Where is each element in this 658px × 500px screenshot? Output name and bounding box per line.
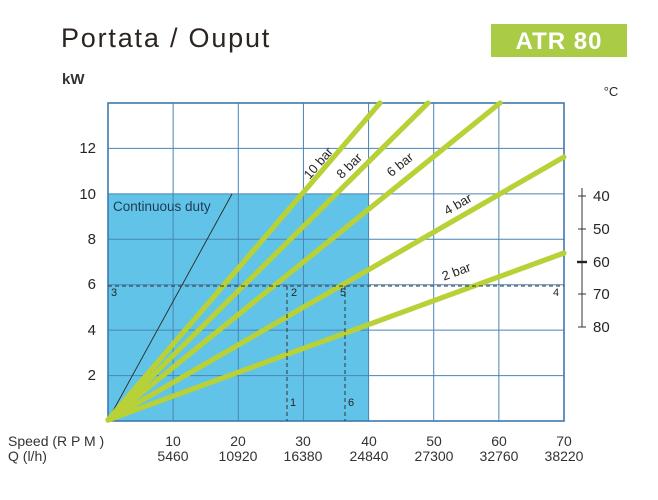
svg-text:24840: 24840: [350, 448, 389, 464]
svg-text:1: 1: [290, 397, 296, 409]
svg-text:ATR 80: ATR 80: [516, 28, 603, 55]
svg-text:50: 50: [593, 221, 610, 238]
svg-text:30: 30: [295, 433, 311, 449]
svg-text:40: 40: [593, 188, 610, 205]
svg-text:38220: 38220: [545, 448, 584, 464]
svg-text:°C: °C: [604, 84, 619, 99]
svg-text:80: 80: [593, 319, 610, 336]
svg-text:16380: 16380: [284, 448, 323, 464]
svg-text:Q (l/h): Q (l/h): [8, 448, 47, 464]
svg-text:5: 5: [340, 287, 346, 299]
svg-text:8: 8: [88, 231, 96, 248]
svg-text:kW: kW: [62, 71, 85, 88]
svg-text:5460: 5460: [157, 448, 188, 464]
svg-text:Portata / Ouput: Portata / Ouput: [61, 23, 271, 53]
svg-text:2: 2: [291, 287, 297, 299]
svg-text:50: 50: [426, 433, 442, 449]
svg-text:Continuous duty: Continuous duty: [113, 199, 211, 214]
svg-text:6: 6: [348, 397, 354, 409]
svg-text:40: 40: [361, 433, 377, 449]
svg-text:4: 4: [553, 287, 559, 299]
svg-text:10: 10: [165, 433, 181, 449]
svg-text:20: 20: [230, 433, 246, 449]
svg-text:10: 10: [79, 186, 96, 203]
svg-text:60: 60: [491, 433, 507, 449]
svg-text:6: 6: [88, 276, 96, 293]
svg-text:Speed (R P M ): Speed (R P M ): [8, 433, 104, 449]
svg-text:12: 12: [79, 140, 96, 157]
svg-text:70: 70: [556, 433, 572, 449]
svg-text:2: 2: [88, 367, 96, 384]
svg-text:27300: 27300: [415, 448, 454, 464]
svg-text:32760: 32760: [480, 448, 519, 464]
svg-text:10920: 10920: [219, 448, 258, 464]
svg-text:4: 4: [88, 322, 96, 339]
svg-text:60: 60: [593, 254, 610, 271]
svg-text:70: 70: [593, 286, 610, 303]
svg-text:3: 3: [111, 287, 117, 299]
